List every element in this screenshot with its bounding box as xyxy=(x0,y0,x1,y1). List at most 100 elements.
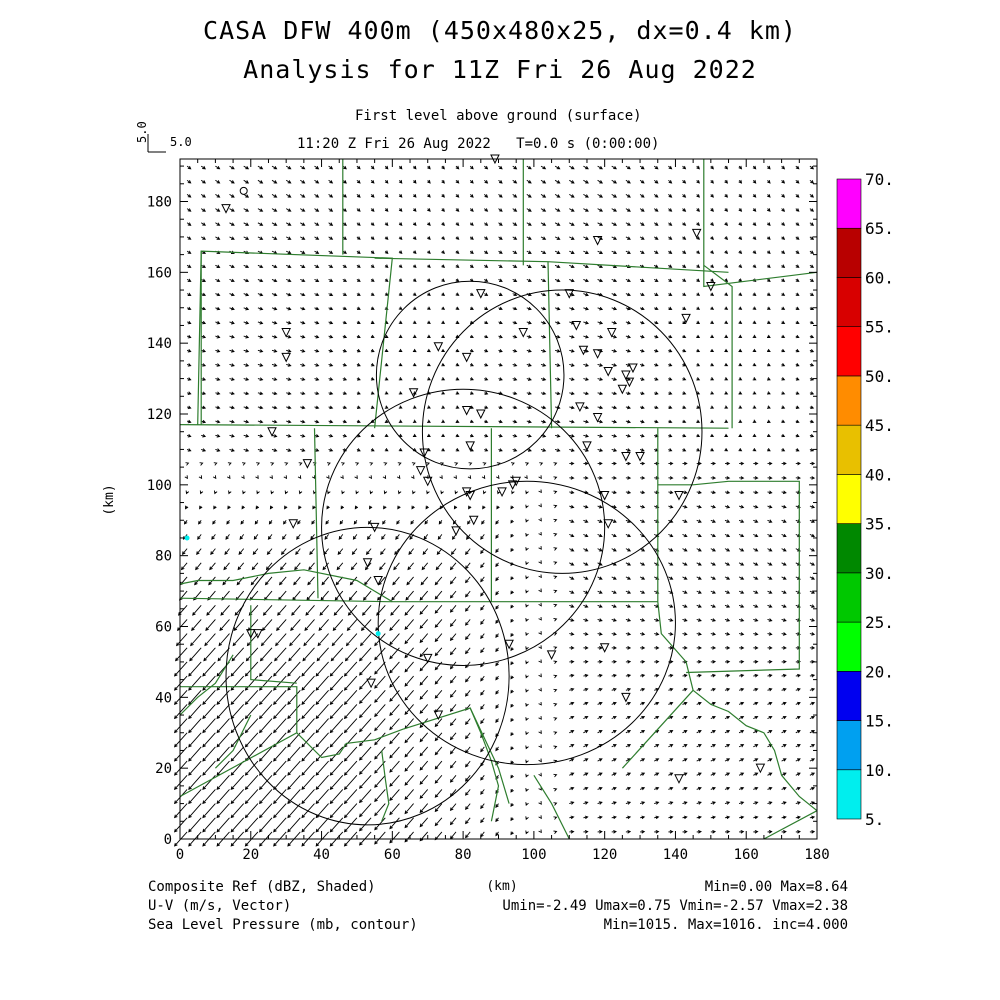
chart-title-line-1: CASA DFW 400m (450x480x25, dx=0.4 km) xyxy=(203,16,797,45)
colorbar-tick-label: 25. xyxy=(865,613,894,632)
station-marker xyxy=(433,342,444,352)
station-marker xyxy=(497,487,507,498)
chart-title-line-2: Analysis for 11Z Fri 26 Aug 2022 xyxy=(243,55,757,84)
county-line xyxy=(703,264,733,429)
county-line xyxy=(296,707,510,804)
station-marker xyxy=(691,228,702,239)
station-marker xyxy=(468,515,479,526)
radar-range-ring xyxy=(321,388,606,666)
x-axis-ticks: 0 20 40 60 80 100 120 140 160 180 xyxy=(176,159,830,863)
x-tick-label: 80 xyxy=(455,847,472,863)
colorbar-tick-label: 20. xyxy=(865,662,894,681)
county-line xyxy=(533,774,570,840)
colorbar-tick-label: 55. xyxy=(865,318,894,337)
station-marker-circle xyxy=(239,186,248,195)
colorbar-swatch xyxy=(836,769,862,820)
county-line xyxy=(179,654,234,716)
y-tick-label: 160 xyxy=(147,265,172,281)
station-marker xyxy=(422,476,433,487)
station-marker xyxy=(546,650,557,660)
x-tick-label: 40 xyxy=(313,847,330,863)
station-marker xyxy=(582,441,592,451)
station-marker xyxy=(281,352,291,363)
station-marker xyxy=(599,643,610,653)
colorbar-swatch xyxy=(836,621,862,672)
y-tick-label: 40 xyxy=(155,690,172,706)
station-marker xyxy=(599,490,610,501)
footer-left-wind: U-V (m/s, Vector) xyxy=(148,898,291,914)
x-tick-label: 160 xyxy=(734,847,759,863)
chart-subtitle-time: 11:20 Z Fri 26 Aug 2022 T=0.0 s (0:00:00… xyxy=(297,136,660,152)
x-tick-label: 100 xyxy=(521,847,546,863)
county-boundaries xyxy=(179,159,818,840)
station-marker xyxy=(628,363,638,374)
radar-range-ring xyxy=(375,280,565,470)
reflectivity-echoes xyxy=(184,535,381,637)
station-marker xyxy=(504,639,514,650)
station-marker xyxy=(461,405,472,416)
station-marker xyxy=(624,377,635,388)
station-marker xyxy=(755,763,766,774)
wind-vectors xyxy=(173,165,816,847)
county-line xyxy=(703,159,818,288)
y-tick-label: 180 xyxy=(147,195,172,211)
y-tick-label: 100 xyxy=(147,478,172,494)
colorbar-swatch xyxy=(836,523,862,574)
county-line xyxy=(179,569,393,603)
footer-left-pressure: Sea Level Pressure (mb, contour) xyxy=(148,917,418,933)
station-marker xyxy=(245,629,256,639)
x-tick-label: 120 xyxy=(592,847,617,863)
colorbar-tick-label: 40. xyxy=(865,465,894,484)
station-marker xyxy=(518,328,529,338)
station-marker xyxy=(575,402,585,413)
station-marker xyxy=(617,384,628,395)
station-marker xyxy=(635,452,645,462)
station-marker xyxy=(475,409,486,420)
y-axis-label: (km) xyxy=(102,484,117,515)
station-marker xyxy=(373,575,383,586)
station-marker xyxy=(461,352,472,363)
county-line xyxy=(763,810,818,840)
station-marker xyxy=(422,653,433,664)
station-marker xyxy=(507,480,518,490)
county-line xyxy=(686,480,800,674)
radar-range-ring xyxy=(225,526,510,826)
county-line xyxy=(657,601,694,691)
reference-vector-horizontal-label: 5.0 xyxy=(170,135,192,149)
reflectivity-echo xyxy=(375,631,381,637)
footer-left-reflectivity: Composite Ref (dBZ, Shaded) xyxy=(148,879,376,895)
county-line xyxy=(214,714,252,769)
colorbar-tick-label: 35. xyxy=(865,515,894,534)
station-marker xyxy=(603,367,614,377)
county-line xyxy=(621,689,694,769)
station-marker xyxy=(592,349,603,359)
colorbar-tick-label: 45. xyxy=(865,416,894,435)
county-line xyxy=(547,261,553,429)
radar-range-rings xyxy=(225,280,703,826)
station-marker xyxy=(415,466,426,476)
station-marker xyxy=(419,448,429,459)
colorbar-tick-label: 15. xyxy=(865,712,894,731)
y-tick-label: 0 xyxy=(164,832,172,848)
y-tick-label: 60 xyxy=(155,620,172,636)
colorbar-swatch xyxy=(836,424,862,475)
radar-range-ring xyxy=(377,480,676,766)
colorbar-tick-label: 50. xyxy=(865,367,894,386)
station-marker xyxy=(253,629,263,639)
station-markers xyxy=(221,154,766,784)
colorbar-tick-label: 65. xyxy=(865,219,894,238)
colorbar-swatch xyxy=(836,720,862,771)
footer-right-wind-range: Umin=-2.49 Umax=0.75 Vmin=-2.57 Vmax=2.3… xyxy=(502,898,848,914)
station-marker xyxy=(288,519,299,529)
footer-right-reflectivity-range: Min=0.00 Max=8.64 xyxy=(705,879,848,895)
station-marker xyxy=(592,235,603,246)
radar-range-ring xyxy=(421,289,703,574)
station-marker xyxy=(221,204,231,214)
colorbar-swatch xyxy=(836,375,862,426)
station-marker xyxy=(465,441,475,451)
county-line xyxy=(313,428,319,599)
colorbar-tick-label: 30. xyxy=(865,564,894,583)
county-line xyxy=(692,689,818,812)
y-axis-ticks: 0 20 40 60 80 100 120 140 160 180 xyxy=(147,165,817,848)
